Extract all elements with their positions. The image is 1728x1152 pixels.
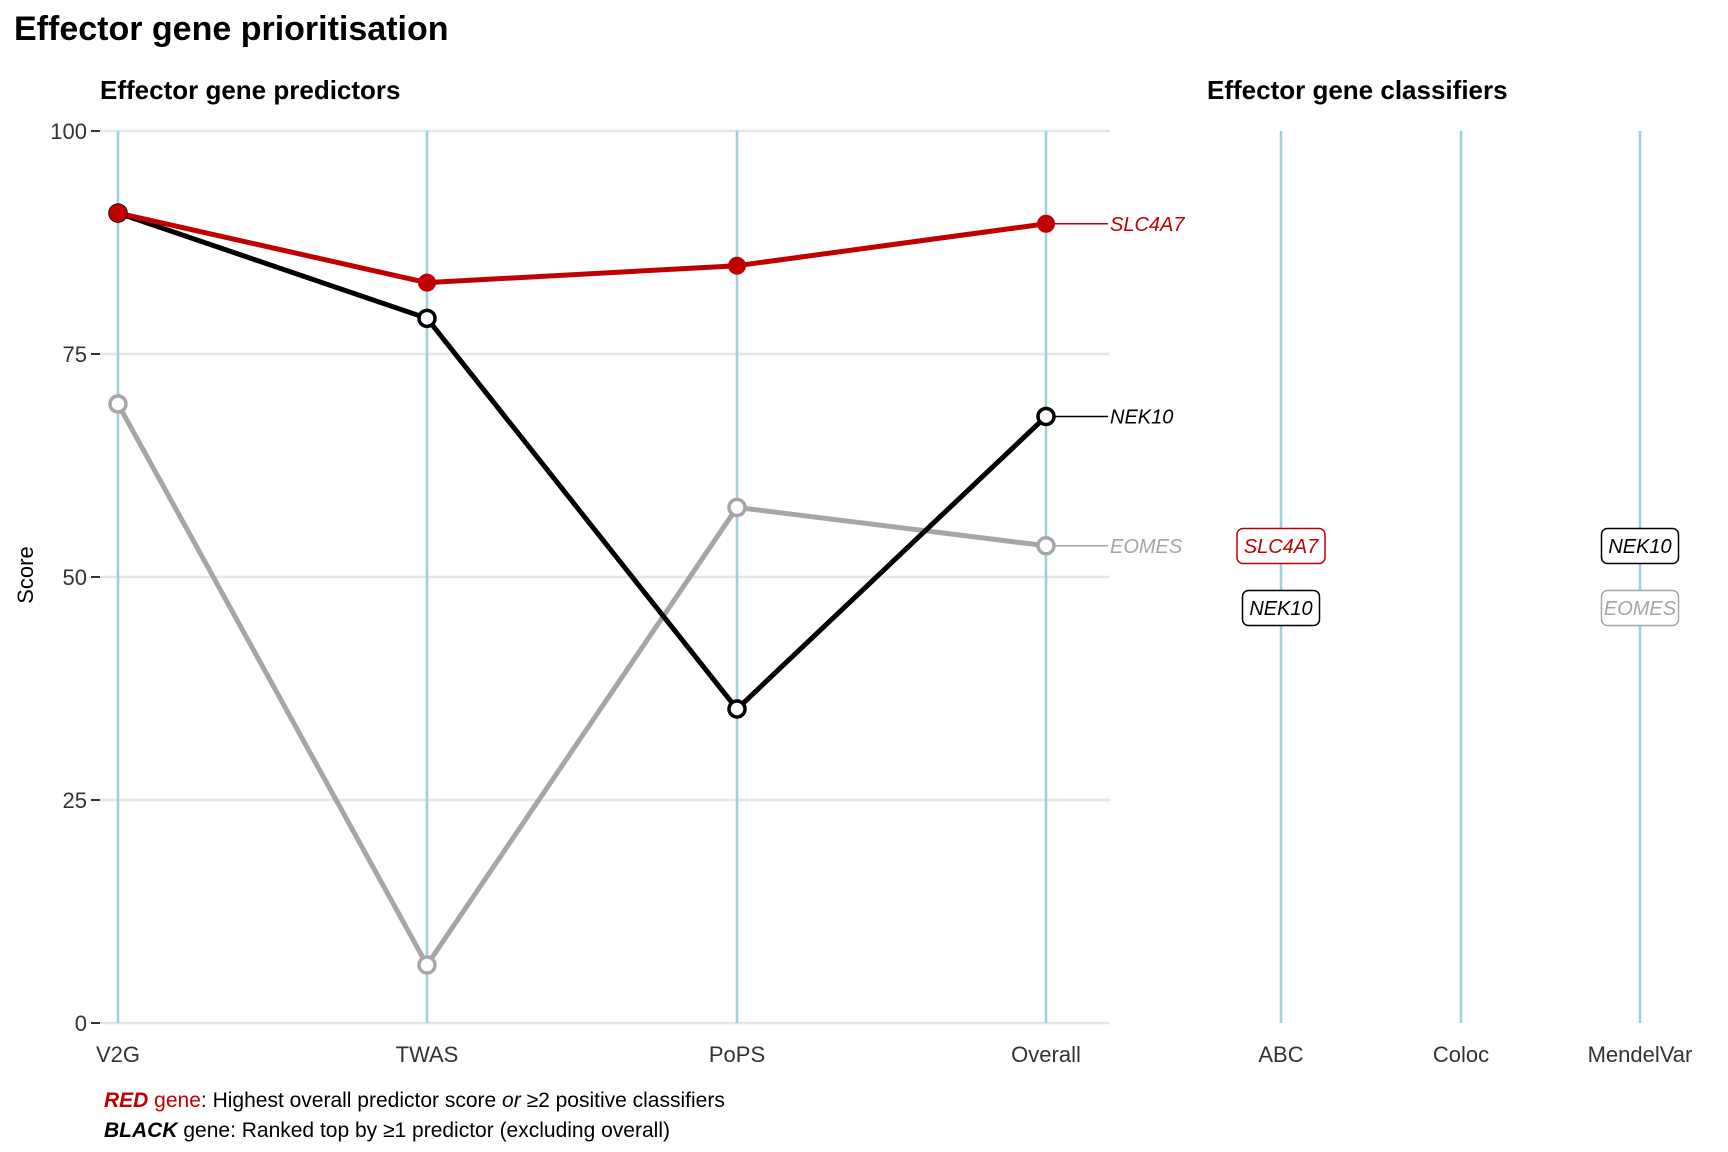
classifier-label-coloc: Coloc [1433, 1042, 1489, 1067]
classifier-label-mendelvar: MendelVar [1588, 1042, 1693, 1067]
classifier-tag-text: NEK10 [1608, 536, 1671, 558]
classifier-tag-box [1236, 527, 1326, 565]
series-line-slc4a7 [117, 210, 1047, 286]
footer-red-note: RED gene: Highest overall predictor scor… [104, 1089, 725, 1112]
classifier-tag-abc-nek10: NEK10 [1241, 589, 1321, 627]
y-tick-label-75: 75 [63, 342, 87, 367]
footer-red-key: RED [104, 1089, 148, 1112]
x-tick-label-pops: PoPS [709, 1042, 765, 1067]
series-label-nek10: NEK10 [1110, 406, 1173, 428]
y-tick-label-100: 100 [50, 119, 87, 144]
footer-black-key: BLACK [104, 1119, 179, 1142]
classifier-tag-text: EOMES [1604, 598, 1677, 620]
series-label-eomes: EOMES [1110, 536, 1183, 558]
classifier-tag-box [1600, 589, 1680, 627]
footer-black-note: BLACK gene: Ranked top by ≥1 predictor (… [104, 1119, 670, 1142]
point-eomes-pops [727, 497, 747, 518]
point-slc4a7-twas [418, 273, 436, 292]
point-slc4a7-v2g [109, 204, 127, 223]
footer-red-text-a: : Highest overall predictor score [201, 1089, 502, 1112]
classifier-tag-abc-slc4a7: SLC4A7 [1236, 527, 1326, 565]
classifier-tag-mendelvar-eomes: EOMES [1600, 589, 1680, 627]
classifier-tag-box [1241, 589, 1321, 627]
point-slc4a7-overall [1037, 214, 1055, 233]
classifier-tag-text: NEK10 [1249, 598, 1312, 620]
point-eomes-overall [1036, 536, 1056, 556]
classifier-tag-text: SLC4A7 [1244, 536, 1319, 558]
classifier-label-abc: ABC [1258, 1042, 1303, 1067]
classifiers-panel: ABC Coloc MendelVar SLC4A7 NEK10 NEK10 EOMES [1236, 131, 1693, 1067]
point-nek10-overall [1036, 406, 1056, 427]
point-nek10-pops [727, 699, 747, 719]
series-line-nek10 [117, 210, 1048, 712]
point-slc4a7-pops [728, 256, 746, 275]
predictors-subtitle: Effector gene predictors [100, 75, 401, 105]
y-tick-label-0: 0 [75, 1011, 87, 1036]
point-eomes-v2g [108, 394, 128, 414]
point-nek10-twas [417, 308, 437, 329]
y-axis-label: Score [13, 546, 38, 603]
classifiers-subtitle: Effector gene classifiers [1207, 75, 1508, 105]
series-label-slc4a7: SLC4A7 [1110, 214, 1185, 236]
footer-black-text: : Ranked top by ≥1 predictor (excluding … [230, 1119, 670, 1142]
x-tick-label-overall: Overall [1011, 1042, 1081, 1067]
point-eomes-twas [417, 955, 437, 975]
footer-red-text-or: or [502, 1089, 522, 1112]
x-tick-label-twas: TWAS [396, 1042, 459, 1067]
footer-red-key-suffix: gene [148, 1089, 201, 1112]
y-tick-label-25: 25 [63, 788, 87, 813]
footer-black-key-suffix: gene [178, 1119, 231, 1142]
footer-red-text-b: ≥2 positive classifiers [521, 1089, 725, 1112]
chart-title: Effector gene prioritisation [14, 10, 449, 48]
x-tick-label-v2g: V2G [96, 1042, 140, 1067]
classifier-tag-box [1600, 527, 1680, 565]
classifier-tag-mendelvar-nek10: NEK10 [1600, 527, 1680, 565]
series-line-eomes [115, 402, 1047, 968]
predictors-panel: 0 25 50 75 100 V2G TWAS PoPS Overall SLC4A7 NEK10 E… [50, 119, 1185, 1067]
y-tick-label-50: 50 [63, 565, 87, 590]
